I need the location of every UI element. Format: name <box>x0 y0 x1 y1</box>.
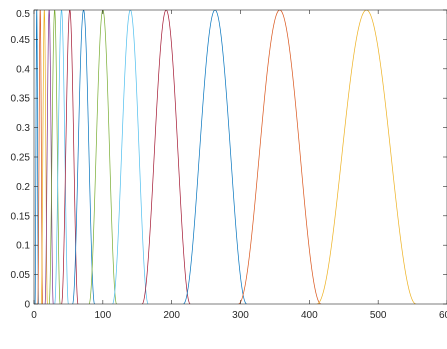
y-tick-label: 0.25 <box>11 153 31 164</box>
series-line-7 <box>61 10 79 304</box>
series-line-4 <box>44 10 54 304</box>
x-tick-label: 500 <box>370 310 387 321</box>
y-tick-label: 0.5 <box>16 9 30 20</box>
y-tick-label: 0.15 <box>11 211 31 222</box>
x-tick-label: 100 <box>94 310 111 321</box>
series-line-9 <box>88 10 117 304</box>
series-line-8 <box>72 10 95 304</box>
x-tick-label: 600 <box>439 310 447 321</box>
x-tick-label: 300 <box>232 310 249 321</box>
y-tick-label: 0 <box>24 300 30 311</box>
series-line-13 <box>238 10 322 304</box>
series-line-5 <box>48 10 61 304</box>
series-line-2 <box>37 10 43 304</box>
y-tick-label: 0.1 <box>16 241 30 252</box>
series-line-12 <box>183 10 247 304</box>
y-tick-label: 0.45 <box>11 35 31 46</box>
series-line-11 <box>141 10 191 304</box>
y-tick-label: 0.3 <box>16 123 30 134</box>
axes-layer <box>33 9 447 305</box>
y-tick-label: 0.2 <box>16 182 30 193</box>
x-tick-label: 200 <box>163 310 180 321</box>
series-line-3 <box>40 10 48 304</box>
x-tick-label: 400 <box>301 310 318 321</box>
labels-layer: 0 100 200 300 400 500 600 0 0.05 0.1 0.15 0.2 0.25 0.… <box>11 9 447 321</box>
x-tick-label: 0 <box>31 310 37 321</box>
series-layer <box>34 10 417 304</box>
series-line-6 <box>54 10 69 304</box>
y-tick-label: 0.35 <box>11 94 31 105</box>
y-tick-label: 0.4 <box>16 64 30 75</box>
series-line-1 <box>34 10 39 304</box>
series-line-10 <box>112 10 149 304</box>
y-tick-label: 0.05 <box>11 270 31 281</box>
series-line-14 <box>316 10 417 304</box>
